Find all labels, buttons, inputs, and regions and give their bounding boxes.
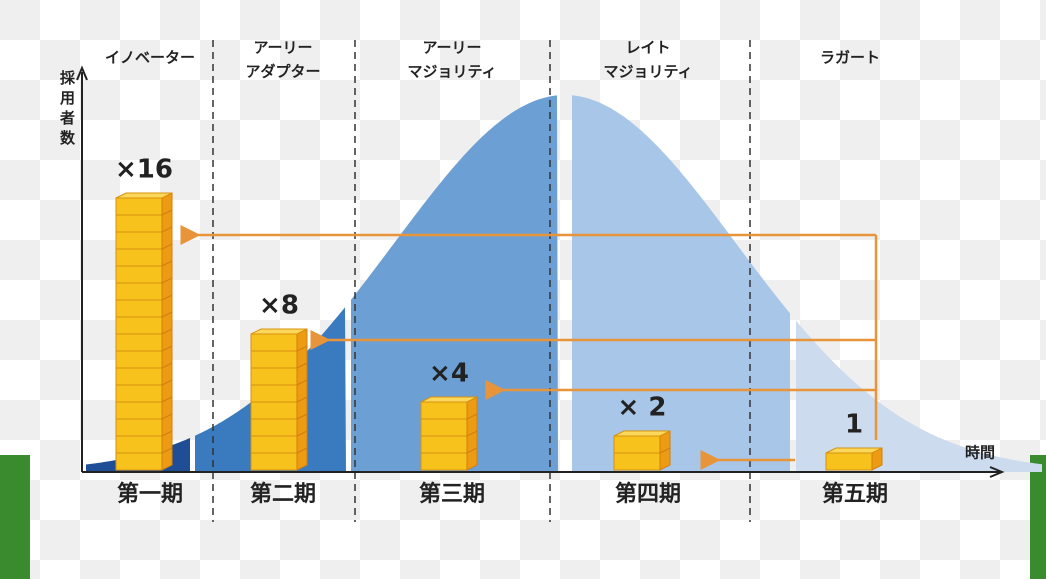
coin-top (825, 447, 883, 454)
segment-name: ラガート (820, 49, 880, 67)
segment-name: マジョリティ (407, 63, 496, 81)
coin (115, 401, 163, 420)
y-axis-arrow (76, 65, 88, 81)
coin (250, 435, 298, 454)
segment-name: マジョリティ (603, 63, 692, 81)
segment-name: アーリー (253, 39, 312, 57)
coin (115, 384, 163, 403)
segment-name: アーリー (422, 39, 481, 57)
coin (825, 452, 873, 471)
coin (420, 418, 468, 437)
coin-top (115, 192, 173, 199)
coin (420, 435, 468, 454)
coin (115, 265, 163, 284)
x-axis-label: 時間 (965, 444, 995, 462)
coin (115, 350, 163, 369)
coin (115, 418, 163, 437)
period-label: 第四期 (615, 481, 681, 507)
coin (250, 350, 298, 369)
coin (250, 401, 298, 420)
y-axis-label: 採用者数 (60, 69, 76, 147)
stack-label: ×4 (429, 359, 469, 389)
coin-stacks (115, 192, 883, 471)
coin-top (250, 328, 308, 335)
coin (250, 384, 298, 403)
period-label: 第五期 (822, 481, 888, 507)
adoption-curve (86, 95, 1042, 473)
coin-top (613, 430, 671, 437)
coin (250, 452, 298, 471)
x-axis-arrow (989, 466, 1005, 478)
coin (115, 452, 163, 471)
coin (250, 333, 298, 352)
coin (115, 197, 163, 216)
coin (115, 214, 163, 233)
coin (115, 231, 163, 250)
coin (115, 435, 163, 454)
segment-name: レイト (625, 39, 670, 57)
coin (613, 435, 661, 454)
period-label: 第一期 (117, 481, 183, 507)
coin (115, 248, 163, 267)
stack-label: ×16 (115, 155, 173, 185)
stack-label: 1 (845, 410, 863, 440)
segment-name: アダプター (245, 63, 320, 81)
period-label: 第二期 (250, 481, 316, 507)
curve-region (572, 95, 790, 473)
arrows (180, 225, 878, 470)
curve-region (796, 320, 1042, 472)
stack-label: ×8 (259, 291, 299, 321)
coin (250, 367, 298, 386)
coin-top (420, 396, 478, 403)
coin (613, 452, 661, 471)
stack-label: × 2 (618, 393, 667, 423)
coin (420, 452, 468, 471)
green-band (0, 455, 30, 579)
period-label: 第三期 (419, 481, 485, 507)
curve-region (351, 95, 558, 473)
coin (115, 333, 163, 352)
coin (115, 367, 163, 386)
segment-name: イノベーター (105, 49, 195, 67)
coin (420, 401, 468, 420)
dividers (212, 40, 751, 522)
coin (115, 299, 163, 318)
green-band (1030, 455, 1046, 579)
coin (115, 282, 163, 301)
coin (115, 316, 163, 335)
coin (250, 418, 298, 437)
